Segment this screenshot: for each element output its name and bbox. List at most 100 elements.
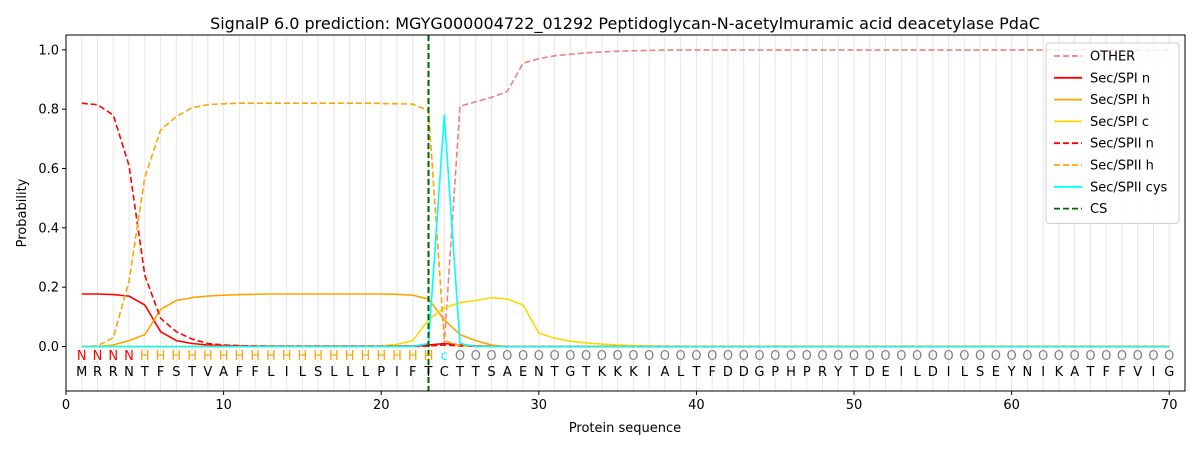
residue-class-label: H <box>313 349 323 364</box>
residue-class-label: O <box>1101 349 1111 364</box>
series-line-sec-spi-c <box>81 296 1170 348</box>
residue-letter: I <box>395 365 399 380</box>
y-tick-label: 0.6 <box>38 162 59 177</box>
plot-frame <box>65 34 1186 392</box>
residue-letter: F <box>1102 365 1109 380</box>
series-line-sec-spii-cys <box>81 114 1170 348</box>
residue-letter: N <box>534 365 544 380</box>
residue-class-label: O <box>1117 349 1127 364</box>
chart-title: SignalP 6.0 prediction: MGYG000004722_01… <box>210 14 1040 34</box>
residue-class-label: H <box>408 349 418 364</box>
residue-letter: T <box>691 365 700 380</box>
residue-class-label: O <box>975 349 985 364</box>
residue-letter: G <box>754 365 764 380</box>
residue-class-label: O <box>896 349 906 364</box>
legend-box <box>1045 42 1180 224</box>
y-tick-label: 0.8 <box>38 103 59 118</box>
residue-class-label: O <box>534 349 544 364</box>
residue-letter: A <box>219 365 228 380</box>
residue-letter: R <box>93 365 102 380</box>
residue-class-label: O <box>486 349 496 364</box>
residue-class-label: O <box>660 349 670 364</box>
residue-class-label: O <box>1022 349 1032 364</box>
residue-letter: K <box>598 365 607 380</box>
axes: 0 10 20 30 40 50 60 70 0.0 0.2 0.4 0.6 0.8 1.0 <box>38 43 1177 413</box>
y-tick-label: 0.4 <box>38 221 59 236</box>
residue-class-label: O <box>912 349 922 364</box>
residue-letter: P <box>803 365 811 380</box>
residue-letter: R <box>818 365 827 380</box>
residue-letter: S <box>172 365 180 380</box>
residue-class-label: O <box>959 349 969 364</box>
legend-entry: Sec/SPI h <box>1090 93 1150 108</box>
residue-letter: T <box>471 365 480 380</box>
residue-class-label: O <box>817 349 827 364</box>
residue-letter: G <box>565 365 575 380</box>
y-tick-label: 0.2 <box>38 281 59 296</box>
residue-letter: I <box>1041 365 1045 380</box>
residue-letter: T <box>187 365 196 380</box>
x-tick-label: 20 <box>373 398 390 413</box>
residue-letter: I <box>1152 365 1156 380</box>
residue-class-label: H <box>171 349 181 364</box>
residue-class-label: H <box>234 349 244 364</box>
x-tick-label: 10 <box>215 398 232 413</box>
residue-letter: I <box>285 365 289 380</box>
residue-letter: S <box>314 365 322 380</box>
residue-class-label: O <box>1164 349 1174 364</box>
residue-class-label: O <box>880 349 890 364</box>
residue-letter: G <box>1164 365 1174 380</box>
residue-letter: E <box>992 365 1000 380</box>
residue-letter: R <box>109 365 118 380</box>
residue-class-label: O <box>613 349 623 364</box>
series-layer <box>81 35 1170 391</box>
residue-letter: F <box>236 365 243 380</box>
residue-letter: T <box>550 365 559 380</box>
residue-letter: K <box>629 365 638 380</box>
residue-letter: L <box>299 365 307 380</box>
residue-class-label: O <box>628 349 638 364</box>
residue-letter: V <box>203 365 212 380</box>
residue-class-label: H <box>250 349 260 364</box>
residue-class-label: H <box>187 349 197 364</box>
residue-letter: L <box>330 365 338 380</box>
residue-class-label: O <box>1070 349 1080 364</box>
residue-letter: L <box>961 365 969 380</box>
legend-entry: CS <box>1090 202 1107 217</box>
residue-class-label: O <box>849 349 859 364</box>
residue-letter: L <box>267 365 275 380</box>
x-tick-label: 0 <box>62 398 70 413</box>
residue-letter: C <box>440 365 449 380</box>
x-tick-label: 50 <box>846 398 863 413</box>
residue-class-label: O <box>754 349 764 364</box>
residue-letter: A <box>1070 365 1079 380</box>
series-line-sec-spi-n <box>81 293 1170 348</box>
residue-class-label: O <box>455 349 465 364</box>
residue-class-label: H <box>203 349 213 364</box>
x-tick-label: 30 <box>531 398 548 413</box>
legend-entry: Sec/SPII h <box>1090 159 1154 174</box>
y-tick-label: 0.0 <box>38 340 59 355</box>
residue-class-label: H <box>392 349 402 364</box>
residue-letter: P <box>771 365 779 380</box>
residue-letter: K <box>613 365 622 380</box>
y-axis-label: Probability <box>15 178 30 247</box>
residue-class-label: H <box>329 349 339 364</box>
residue-class-label: H <box>361 349 371 364</box>
residue-letter: T <box>581 365 590 380</box>
residue-letter: D <box>928 365 938 380</box>
residue-class-label: H <box>376 349 386 364</box>
residue-class-label: N <box>124 349 134 364</box>
residue-letter: T <box>849 365 858 380</box>
residue-letter: F <box>708 365 715 380</box>
residue-letter: L <box>677 365 685 380</box>
legend-entry: Sec/SPI c <box>1090 115 1149 130</box>
residue-letter: N <box>124 365 134 380</box>
residue-class-label: O <box>565 349 575 364</box>
residue-class-label: O <box>833 349 843 364</box>
residue-letter: V <box>1133 365 1142 380</box>
residue-class-label: O <box>1054 349 1064 364</box>
residue-class-label: O <box>928 349 938 364</box>
